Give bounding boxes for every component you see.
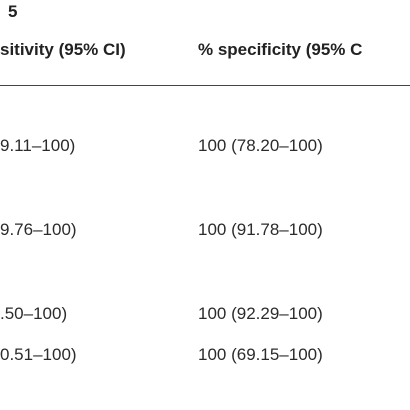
- table-title: 5: [8, 2, 18, 21]
- table-cell: 9.11–100): [0, 136, 76, 155]
- table-cell: 100 (69.15–100): [198, 345, 323, 364]
- table-cell: .50–100): [0, 304, 68, 323]
- table-cell: 100 (91.78–100): [198, 220, 323, 239]
- table-cell: 0.51–100): [0, 345, 77, 364]
- table-cell: 9.76–100): [0, 220, 77, 239]
- table-cell: 100 (78.20–100): [198, 136, 323, 155]
- table-cell: 100 (92.29–100): [198, 304, 323, 323]
- header-cell: sitivity (95% CI): [0, 40, 126, 59]
- header-cell: % specificity (95% C: [198, 40, 363, 59]
- header-rule: [0, 85, 410, 86]
